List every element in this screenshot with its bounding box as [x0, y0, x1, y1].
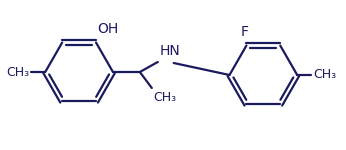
- Text: CH₃: CH₃: [153, 91, 176, 104]
- Text: CH₃: CH₃: [6, 66, 29, 78]
- Text: OH: OH: [97, 22, 118, 36]
- Text: CH₃: CH₃: [313, 69, 336, 81]
- Text: F: F: [240, 25, 248, 39]
- Text: HN: HN: [160, 44, 181, 58]
